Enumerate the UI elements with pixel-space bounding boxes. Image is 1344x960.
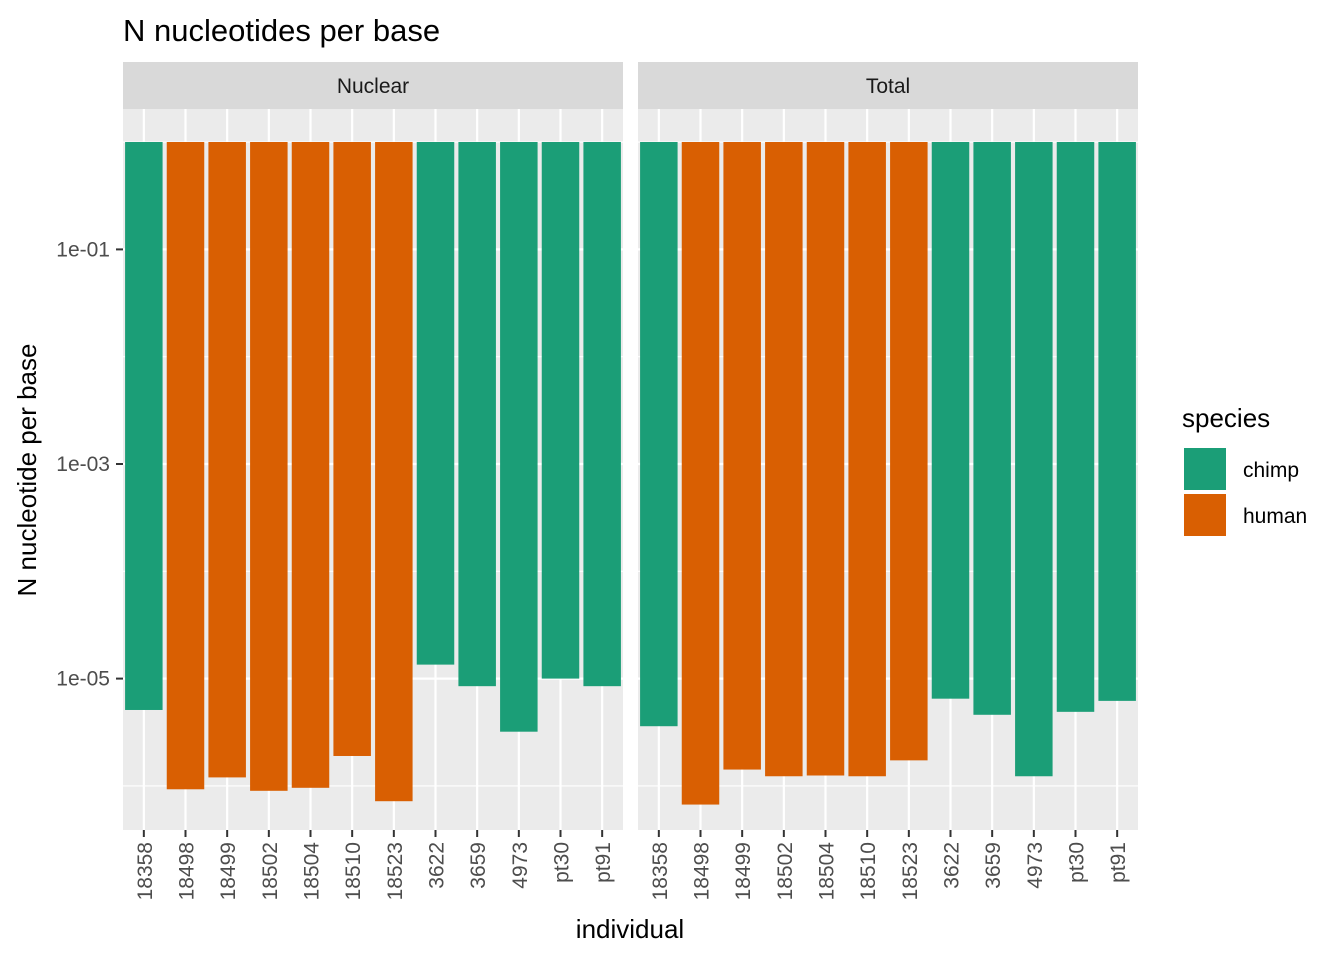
- x-tick-label: 18358: [649, 842, 672, 900]
- legend-key-human: [1184, 494, 1226, 536]
- plot-background: [123, 109, 623, 830]
- facet-strip-label: Total: [866, 75, 910, 98]
- legend-key-chimp: [1184, 448, 1226, 490]
- x-tick-label: pt30: [551, 842, 574, 883]
- bar-total-18502: [765, 142, 803, 777]
- bar-nuclear-pt30: [541, 142, 580, 679]
- x-tick-label: 18498: [691, 842, 714, 900]
- bar-total-pt30: [1056, 142, 1095, 712]
- bar-nuclear-18358: [125, 142, 163, 710]
- legend-label-chimp: chimp: [1243, 459, 1299, 482]
- x-tick-label: 18502: [259, 842, 282, 900]
- x-tick-label: 18499: [217, 842, 240, 900]
- y-tick-label: 1e-05: [56, 668, 110, 691]
- y-axis: 1e-01 1e-03 1e-05: [56, 238, 123, 691]
- bar-total-4973: [1015, 142, 1053, 777]
- x-tick-label: 18504: [301, 842, 324, 901]
- x-tick-label: 3622: [426, 842, 449, 889]
- bar-total-3659: [973, 142, 1011, 715]
- bar-total-18523: [890, 142, 928, 761]
- facet-strip: [638, 62, 1138, 109]
- x-tick-label: pt91: [1107, 842, 1130, 883]
- x-tick-label: pt91: [592, 842, 615, 883]
- x-tick-label: 18502: [774, 842, 797, 900]
- facet-strip-label: Nuclear: [337, 75, 409, 98]
- x-tick-label: 18510: [342, 842, 365, 900]
- bar-nuclear-18504: [291, 142, 330, 788]
- facet-panels: Nuclear 18358 18498 18499 18502 18504 18510 185…: [123, 62, 1138, 900]
- x-tick-label: pt30: [1066, 842, 1089, 883]
- bar-nuclear-3659: [458, 142, 496, 687]
- y-tick-label: 1e-01: [56, 238, 110, 261]
- facet-strip: [123, 62, 623, 109]
- bar-total-18499: [723, 142, 761, 770]
- plot-background: [638, 109, 1138, 830]
- x-tick-label: 18504: [816, 842, 839, 901]
- bar-nuclear-18498: [166, 142, 205, 790]
- bar-total-18510: [848, 142, 886, 777]
- facet-panel-total: Total 18358 18498 18499 18502 18504 18510 18523…: [638, 62, 1138, 900]
- legend: species chimp human: [1182, 403, 1307, 536]
- bar-nuclear-18499: [208, 142, 246, 778]
- bar-nuclear-pt91: [583, 142, 621, 687]
- chart-title: N nucleotides per base: [123, 13, 440, 48]
- x-tick-label: 18498: [176, 842, 199, 900]
- x-tick-label: 18499: [732, 842, 755, 900]
- x-tick-label: 4973: [1024, 842, 1047, 889]
- bar-total-18498: [681, 142, 720, 805]
- x-tick-label: 18358: [134, 842, 157, 900]
- x-tick-label: 3659: [982, 842, 1005, 889]
- x-tick-label: 3622: [941, 842, 964, 889]
- bar-nuclear-18502: [250, 142, 288, 791]
- bar-total-18504: [806, 142, 845, 776]
- facet-panel-nuclear: Nuclear 18358 18498 18499 18502 18504 18510 185…: [123, 62, 623, 900]
- bar-nuclear-18510: [333, 142, 371, 756]
- legend-title: species: [1182, 403, 1270, 433]
- x-tick-label: 18523: [384, 842, 407, 900]
- legend-label-human: human: [1243, 505, 1307, 528]
- bar-total-18358: [640, 142, 678, 727]
- x-axis-title: individual: [576, 914, 684, 944]
- bar-nuclear-3622: [416, 142, 455, 665]
- bar-nuclear-18523: [375, 142, 413, 802]
- y-tick-label: 1e-03: [56, 453, 110, 476]
- x-tick-label: 18510: [857, 842, 880, 900]
- bar-nuclear-4973: [500, 142, 538, 732]
- bar-total-3622: [931, 142, 970, 699]
- bar-total-pt91: [1098, 142, 1136, 701]
- x-tick-label: 3659: [467, 842, 490, 889]
- y-axis-title: N nucleotide per base: [12, 344, 42, 597]
- x-tick-label: 18523: [899, 842, 922, 900]
- x-tick-label: 4973: [509, 842, 532, 889]
